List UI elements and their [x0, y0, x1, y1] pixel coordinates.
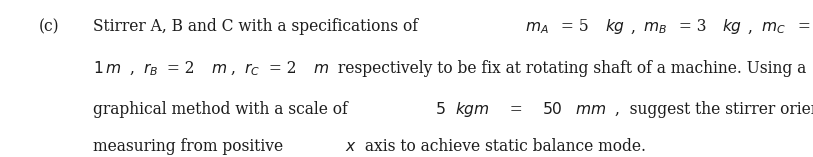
Text: $x$: $x$ [345, 138, 357, 155]
Text: $m$: $m$ [211, 60, 227, 77]
Text: $kg$: $kg$ [723, 17, 742, 36]
Text: graphical method with a scale of: graphical method with a scale of [93, 101, 358, 118]
Text: = 5: = 5 [556, 18, 593, 35]
Text: $5$: $5$ [435, 101, 446, 118]
Text: = 3: = 3 [674, 18, 711, 35]
Text: $50$: $50$ [541, 101, 563, 118]
Text: ,: , [631, 18, 641, 35]
Text: $mm$: $mm$ [575, 101, 606, 118]
Text: = 4: = 4 [793, 18, 813, 35]
Text: $kg$: $kg$ [605, 17, 625, 36]
Text: ,: , [231, 60, 241, 77]
Text: ,  suggest the stirrer orientation: , suggest the stirrer orientation [615, 101, 813, 118]
Text: measuring from positive: measuring from positive [93, 138, 289, 155]
Text: = 2: = 2 [163, 60, 200, 77]
Text: ,: , [130, 60, 140, 77]
Text: axis to achieve static balance mode.: axis to achieve static balance mode. [360, 138, 646, 155]
Text: $m$: $m$ [313, 60, 328, 77]
Text: respectively to be fix at rotating shaft of a machine. Using a: respectively to be fix at rotating shaft… [333, 60, 806, 77]
Text: = 2: = 2 [264, 60, 302, 77]
Text: ,: , [749, 18, 759, 35]
Text: $kgm$: $kgm$ [454, 100, 489, 119]
Text: $m_B$: $m_B$ [643, 19, 667, 36]
Text: $r_C$: $r_C$ [244, 61, 260, 78]
Text: =: = [500, 101, 533, 118]
Text: (c): (c) [39, 18, 59, 35]
Text: $r_B$: $r_B$ [143, 61, 158, 78]
Text: $m_A$: $m_A$ [525, 19, 550, 36]
Text: $m_C$: $m_C$ [761, 19, 785, 36]
Text: $1\, m$: $1\, m$ [93, 60, 122, 77]
Text: Stirrer A, B and C with a specifications of: Stirrer A, B and C with a specifications… [93, 18, 428, 35]
